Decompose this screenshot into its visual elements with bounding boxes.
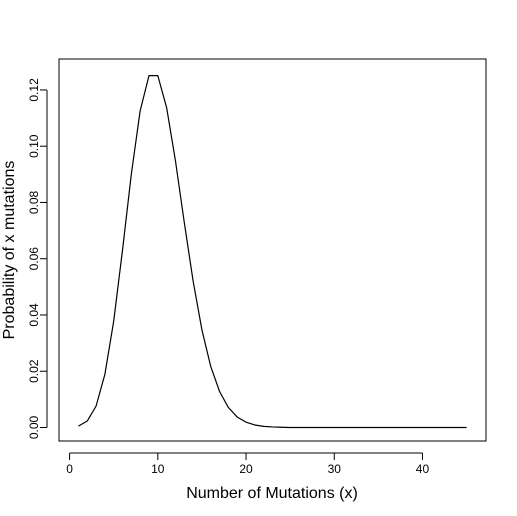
y-tick-label: 0.06	[27, 247, 41, 271]
y-axis-title: Probability of x mutations	[1, 161, 18, 340]
x-tick-label: 40	[416, 462, 430, 476]
x-tick-label: 30	[328, 462, 342, 476]
y-axis: 0.00 0.02 0.04 0.06 0.08 0.10 0.12	[27, 78, 48, 439]
plot-frame	[58, 58, 487, 442]
y-tick-label: 0.00	[27, 415, 41, 439]
series-line	[78, 74, 467, 429]
x-tick-label: 10	[151, 462, 165, 476]
y-tick-label: 0.12	[27, 78, 41, 102]
x-tick-label: 0	[66, 462, 73, 476]
x-axis-title: Number of Mutations (x)	[186, 485, 358, 502]
x-tick-label: 20	[239, 462, 253, 476]
y-tick-label: 0.02	[27, 359, 41, 383]
y-tick-label: 0.04	[27, 303, 41, 327]
y-tick-label: 0.10	[27, 134, 41, 158]
series-layer	[78, 74, 467, 429]
y-tick-label: 0.08	[27, 190, 41, 214]
x-axis: 0 10 20 30 40	[66, 452, 430, 476]
